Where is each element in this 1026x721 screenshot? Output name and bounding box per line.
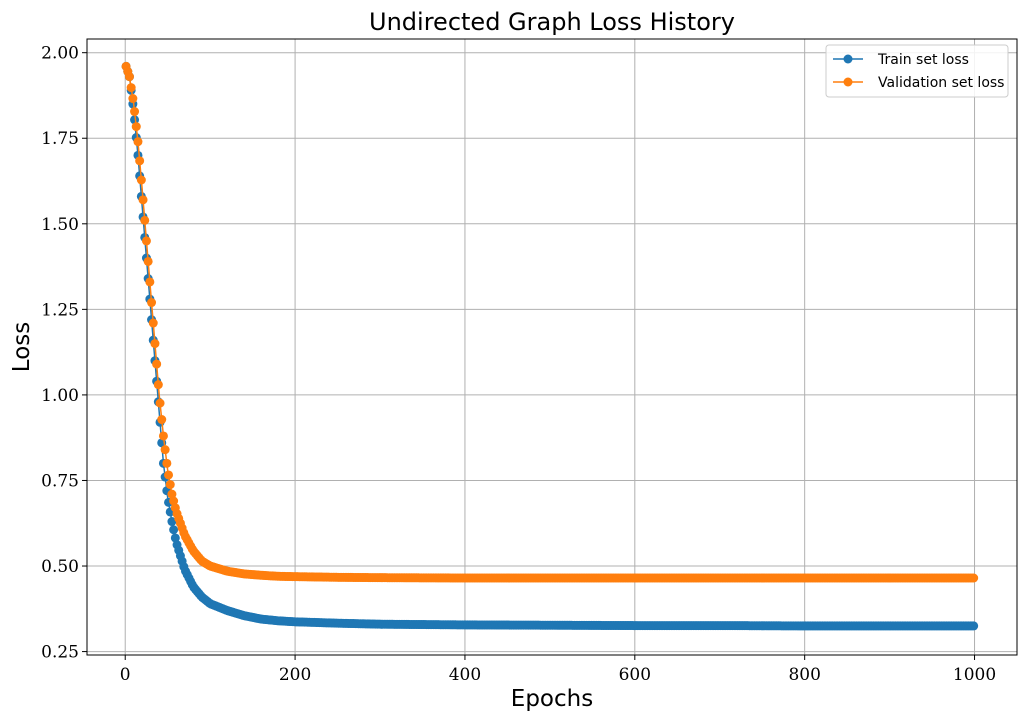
series-point — [133, 137, 143, 147]
y-axis-label: Loss — [9, 322, 35, 372]
y-tick-label: 1.00 — [41, 386, 79, 406]
series-point — [153, 380, 163, 390]
series-point — [150, 339, 160, 349]
series-point — [167, 517, 177, 527]
x-axis-label: Epochs — [511, 686, 593, 712]
series-point — [152, 359, 162, 369]
series-point — [170, 533, 180, 543]
series-point — [155, 398, 165, 408]
series-point — [145, 277, 155, 287]
ticks: 0 200 400 600 800 1000 0.25 0.50 0.75 1.00 1.25 1.5… — [41, 44, 996, 685]
series-point — [165, 480, 175, 490]
series-point — [969, 573, 979, 583]
y-tick-label: 1.75 — [41, 129, 79, 149]
series-point — [143, 256, 153, 266]
plot-frame — [86, 38, 1018, 656]
legend: Train set loss Validation set loss — [825, 44, 1009, 98]
series-point — [164, 470, 174, 480]
series-point — [167, 489, 177, 499]
series-point — [131, 122, 141, 132]
series-point — [160, 445, 170, 455]
series-point — [140, 215, 150, 225]
x-tick-label: 1000 — [953, 665, 996, 685]
series-point — [138, 195, 148, 205]
series-point — [130, 115, 140, 125]
chart-title: Undirected Graph Loss History — [369, 8, 735, 36]
grid — [87, 39, 1017, 655]
series-point — [148, 318, 158, 328]
y-tick-label: 0.50 — [41, 557, 79, 577]
legend-marker — [843, 77, 853, 87]
series-point — [128, 94, 138, 104]
x-tick-label: 600 — [619, 665, 651, 685]
legend-box — [825, 44, 1009, 98]
series-point — [169, 525, 179, 535]
legend-marker — [843, 54, 853, 64]
series-layer — [121, 61, 979, 631]
y-tick-label: 0.25 — [41, 643, 79, 663]
x-tick-label: 400 — [449, 665, 481, 685]
series-point — [136, 175, 146, 185]
x-tick-label: 0 — [120, 665, 131, 685]
series-point — [162, 458, 172, 468]
series-point — [158, 431, 168, 441]
y-tick-label: 1.50 — [41, 215, 79, 235]
y-tick-label: 2.00 — [41, 44, 79, 64]
series-point — [147, 298, 157, 308]
series-point — [969, 621, 979, 631]
series-point — [157, 415, 167, 425]
series-point — [126, 83, 136, 93]
series-point — [124, 72, 134, 82]
y-tick-label: 1.25 — [41, 300, 79, 320]
x-tick-label: 800 — [788, 665, 820, 685]
legend-item: Train set loss — [833, 52, 969, 68]
series-validation — [121, 61, 979, 583]
series-point — [141, 236, 151, 246]
legend-label: Validation set loss — [878, 75, 1004, 91]
legend-item: Validation set loss — [833, 75, 1004, 91]
y-tick-label: 0.75 — [41, 471, 79, 491]
x-tick-label: 200 — [279, 665, 311, 685]
legend-label: Train set loss — [877, 52, 969, 68]
series-point — [169, 496, 179, 506]
series-point — [130, 107, 140, 117]
series-point — [135, 156, 145, 166]
